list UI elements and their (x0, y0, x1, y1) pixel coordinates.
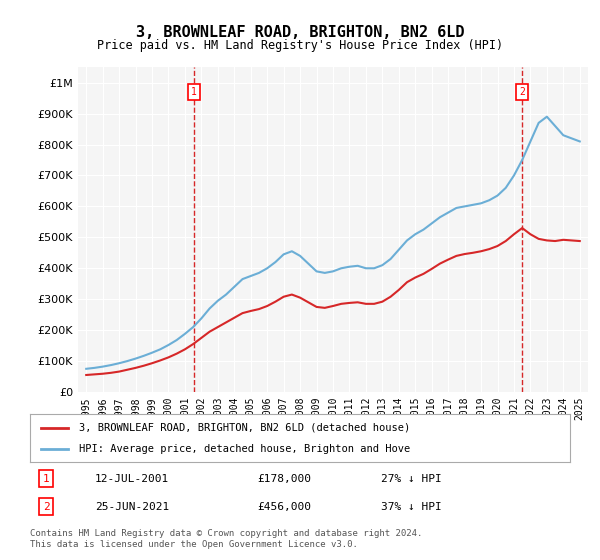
Text: Contains HM Land Registry data © Crown copyright and database right 2024.: Contains HM Land Registry data © Crown c… (30, 529, 422, 538)
Text: 2: 2 (519, 87, 525, 97)
Text: 37% ↓ HPI: 37% ↓ HPI (381, 502, 442, 512)
Text: 1: 1 (191, 87, 197, 97)
Text: 1: 1 (43, 474, 50, 484)
Text: 27% ↓ HPI: 27% ↓ HPI (381, 474, 442, 484)
Text: 3, BROWNLEAF ROAD, BRIGHTON, BN2 6LD (detached house): 3, BROWNLEAF ROAD, BRIGHTON, BN2 6LD (de… (79, 423, 410, 433)
Text: 2: 2 (43, 502, 50, 512)
Text: £178,000: £178,000 (257, 474, 311, 484)
Text: HPI: Average price, detached house, Brighton and Hove: HPI: Average price, detached house, Brig… (79, 444, 410, 454)
Text: 12-JUL-2001: 12-JUL-2001 (95, 474, 169, 484)
Text: 3, BROWNLEAF ROAD, BRIGHTON, BN2 6LD: 3, BROWNLEAF ROAD, BRIGHTON, BN2 6LD (136, 25, 464, 40)
Text: £456,000: £456,000 (257, 502, 311, 512)
Text: Price paid vs. HM Land Registry's House Price Index (HPI): Price paid vs. HM Land Registry's House … (97, 39, 503, 52)
Text: 25-JUN-2021: 25-JUN-2021 (95, 502, 169, 512)
Text: This data is licensed under the Open Government Licence v3.0.: This data is licensed under the Open Gov… (30, 540, 358, 549)
